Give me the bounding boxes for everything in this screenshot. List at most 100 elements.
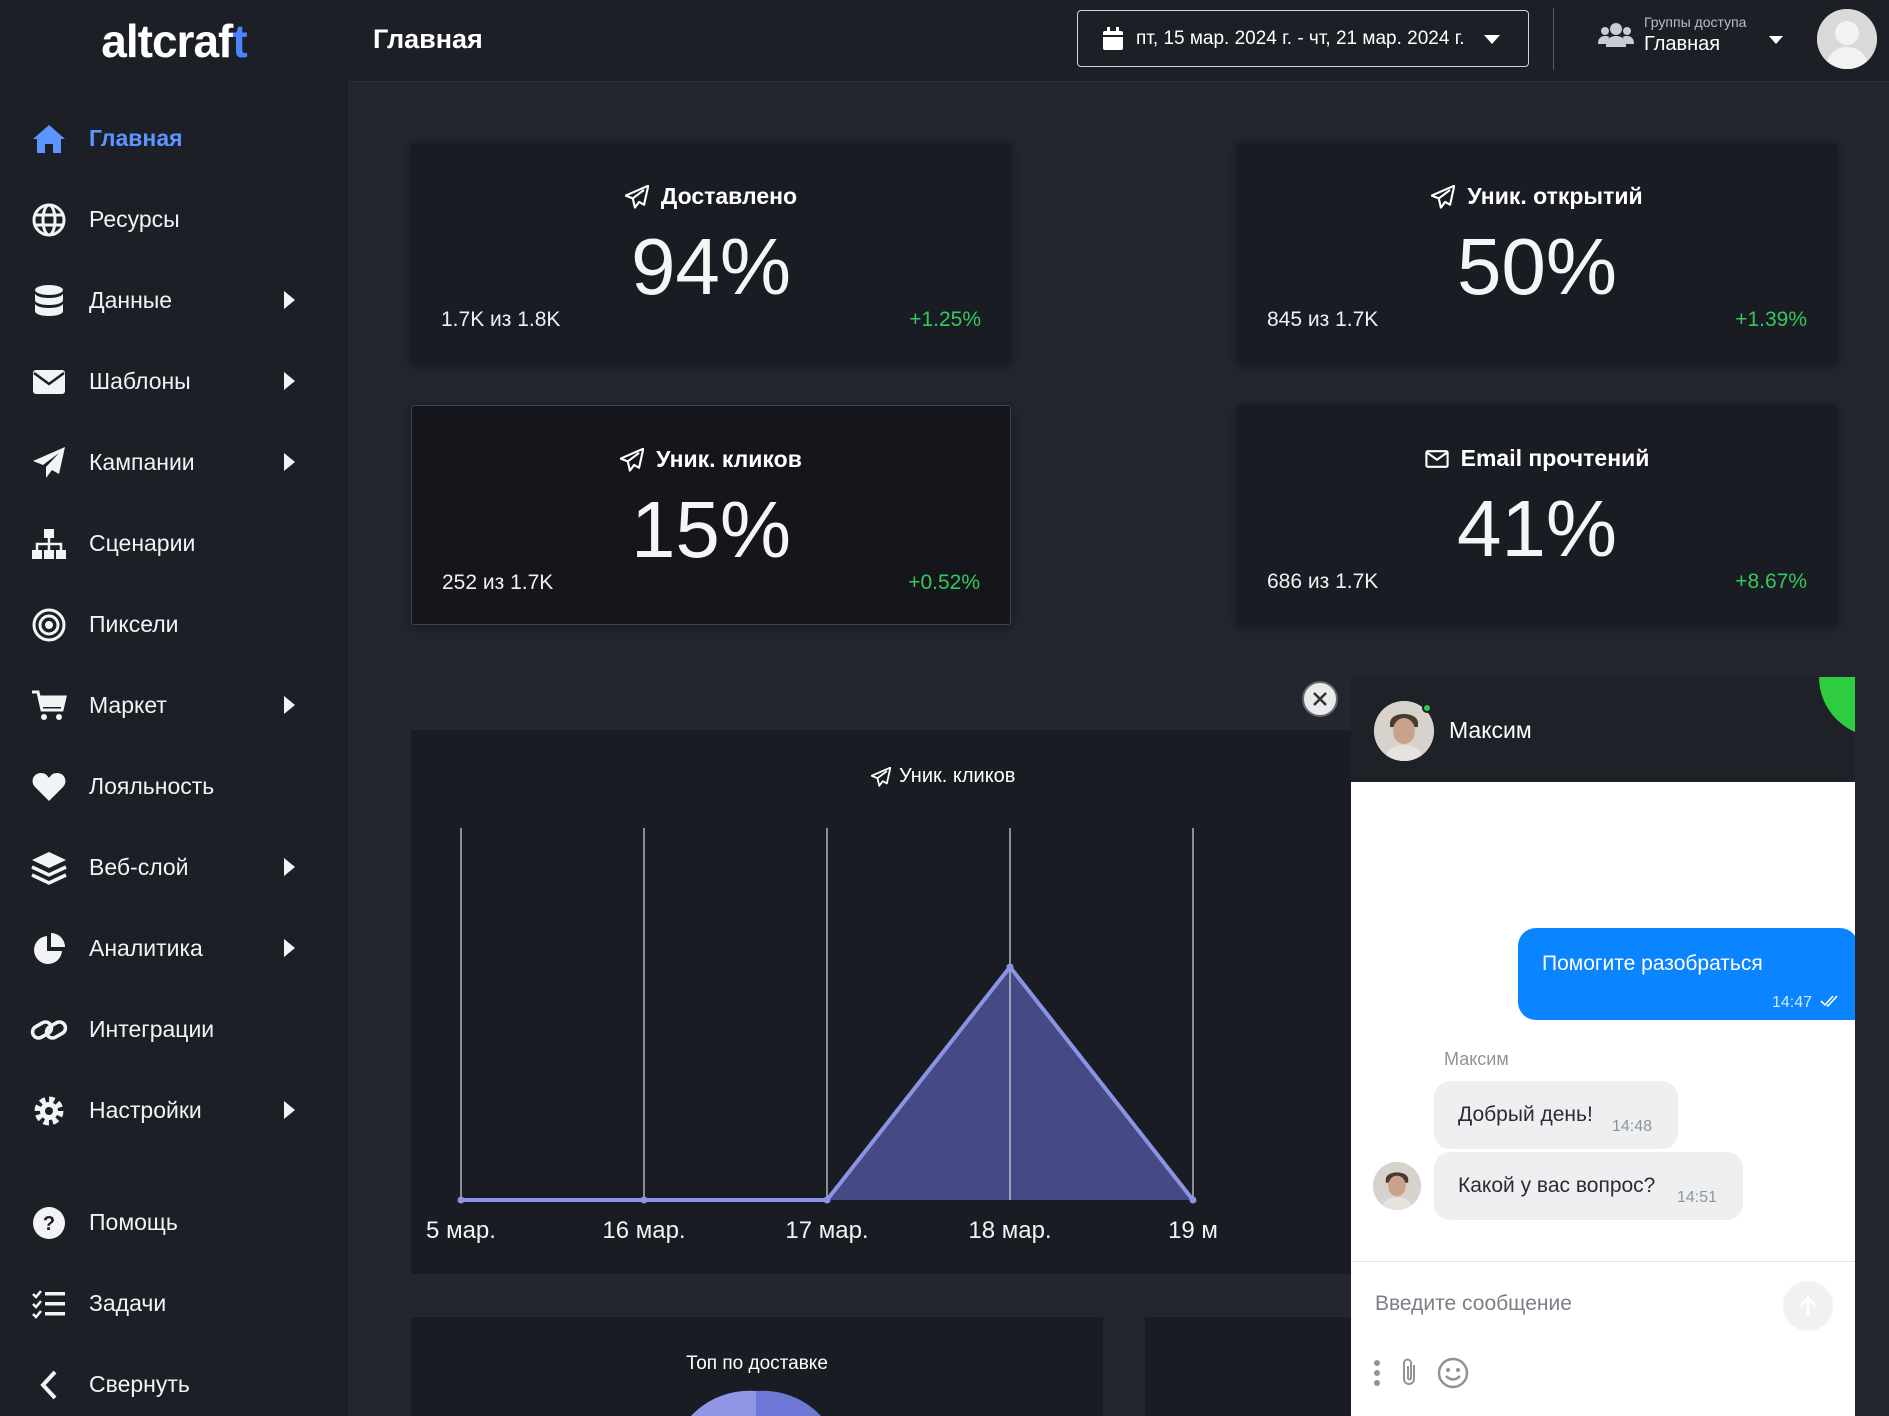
sidebar-item-label: Данные <box>89 287 173 313</box>
data-point <box>823 1196 831 1204</box>
card-subtext: 686 из 1.7K <box>1267 570 1379 593</box>
card-subtext: 252 из 1.7K <box>442 571 554 594</box>
card-delta: +1.39% <box>1735 308 1807 331</box>
sidebar-item-label: Главная <box>89 125 183 151</box>
sidebar-item-tasks[interactable]: Задачи <box>0 1263 348 1344</box>
paper-plane-icon <box>871 766 891 787</box>
chat-close-button[interactable] <box>1302 681 1338 717</box>
sidebar-item-label: Помощь <box>89 1209 178 1235</box>
paper-plane-icon <box>30 444 68 482</box>
chat-toolbar <box>1373 1357 1487 1389</box>
sidebar-item-scenarios[interactable]: Сценарии <box>0 503 348 584</box>
chevron-down-icon[interactable] <box>1769 36 1783 44</box>
date-range-text: пт, 15 мар. 2024 г. - чт, 21 мар. 2024 г… <box>1136 27 1465 49</box>
message-input[interactable]: Введите сообщение <box>1375 1292 1572 1315</box>
sidebar-item-web-layer[interactable]: Веб-слой <box>0 827 348 908</box>
message-time: 14:47 <box>1771 994 1812 1011</box>
stat-card-unique-clicks[interactable]: Уник. кликов 15% 252 из 1.7K +0.52% <box>411 405 1011 625</box>
sender-name: Максим <box>1444 1049 1509 1069</box>
altcraft-logo[interactable]: altcraf t <box>0 0 348 82</box>
message-text: Какой у вас вопрос? <box>1458 1174 1656 1197</box>
sidebar-item-label: Шаблоны <box>89 368 191 394</box>
sidebar-item-market[interactable]: Маркет <box>0 665 348 746</box>
incoming-message: Добрый день! 14:48 <box>1434 1081 1678 1149</box>
card-title: Доставлено <box>411 183 1011 210</box>
globe-icon <box>30 201 68 239</box>
top-bar: Главная пт, 15 мар. 2024 г. - чт, 21 мар… <box>348 0 1889 82</box>
sidebar-item-collapse[interactable]: Свернуть <box>0 1344 348 1416</box>
agent-name: Максим <box>1449 717 1532 743</box>
submenu-arrow-icon <box>284 939 295 957</box>
chat-widget: Максим Помогите разобраться 14:47 Максим… <box>1351 677 1855 1416</box>
submenu-arrow-icon <box>284 858 295 876</box>
data-point <box>457 1196 465 1204</box>
card-subtext: 1.7K из 1.8K <box>441 308 561 331</box>
chat-header: Максим <box>1351 677 1855 782</box>
data-point <box>1189 1196 1197 1204</box>
top-delivery-panel: Топ по доставке <box>411 1317 1103 1416</box>
sitemap-icon <box>30 525 68 563</box>
card-delta: +1.25% <box>909 308 981 331</box>
card-title-text: Доставлено <box>660 183 798 209</box>
sidebar-item-resources[interactable]: Ресурсы <box>0 179 348 260</box>
stat-card-email-reads[interactable]: Email прочтений 41% 686 из 1.7K +8.67% <box>1237 405 1837 625</box>
message-text: Добрый день! <box>1458 1103 1593 1126</box>
divider <box>1351 1261 1855 1262</box>
sidebar-item-pixels[interactable]: Пиксели <box>0 584 348 665</box>
data-point <box>1006 963 1014 971</box>
paper-plane-icon <box>624 184 649 209</box>
more-vertical-icon[interactable] <box>1373 1359 1381 1387</box>
emoji-icon[interactable] <box>1437 1357 1469 1389</box>
chevron-left-icon <box>30 1366 68 1404</box>
data-point <box>640 1196 648 1204</box>
sidebar-item-label: Пиксели <box>89 611 179 637</box>
sidebar-item-label: Кампании <box>89 449 195 475</box>
user-avatar[interactable] <box>1817 9 1877 69</box>
envelope-icon <box>30 363 68 401</box>
double-check-icon <box>1820 995 1838 1007</box>
sidebar-item-settings[interactable]: Настройки <box>0 1070 348 1151</box>
sidebar-item-label: Аналитика <box>89 935 203 961</box>
attachment-icon[interactable] <box>1399 1357 1419 1389</box>
submenu-arrow-icon <box>284 291 295 309</box>
stat-card-unique-opens[interactable]: Уник. открытий 50% 845 из 1.7K +1.39% <box>1237 143 1837 363</box>
sidebar-item-loyalty[interactable]: Лояльность <box>0 746 348 827</box>
sidebar-item-templates[interactable]: Шаблоны <box>0 341 348 422</box>
tasks-icon <box>30 1285 68 1323</box>
home-icon <box>30 120 68 158</box>
page-title: Главная <box>373 24 483 54</box>
sidebar-item-label: Свернуть <box>89 1371 190 1397</box>
sidebar-item-integrations[interactable]: Интеграции <box>0 989 348 1070</box>
calendar-icon <box>1102 26 1124 51</box>
area-chart[interactable]: 5 мар. 16 мар. 17 мар. 18 мар. 19 м <box>411 730 1691 1274</box>
submenu-arrow-icon <box>284 372 295 390</box>
card-subtext: 845 из 1.7K <box>1267 308 1379 331</box>
sidebar-item-home[interactable]: Главная <box>0 98 348 179</box>
access-group-value: Главная <box>1644 33 1721 55</box>
access-group-selector[interactable]: Группы доступа Главная <box>1598 12 1798 68</box>
layers-icon <box>30 849 68 887</box>
divider <box>1553 8 1554 70</box>
chevron-down-icon <box>1484 35 1500 44</box>
card-title-text: Email прочтений <box>1460 445 1650 471</box>
x-tick-label: 18 мар. <box>968 1217 1051 1244</box>
link-icon <box>30 1011 68 1049</box>
message-text: Помогите разобраться <box>1542 952 1763 975</box>
stat-card-delivered[interactable]: Доставлено 94% 1.7K из 1.8K +1.25% <box>411 143 1011 363</box>
chat-status-badge <box>1819 677 1855 737</box>
card-value: 15% <box>630 485 792 574</box>
sidebar-item-analytics[interactable]: Аналитика <box>0 908 348 989</box>
heart-icon <box>30 768 68 806</box>
sidebar-item-help[interactable]: ? Помощь <box>0 1182 348 1263</box>
sidebar-item-campaigns[interactable]: Кампании <box>0 422 348 503</box>
incoming-message: Какой у вас вопрос? 14:51 <box>1434 1152 1743 1220</box>
database-icon <box>30 282 68 320</box>
gear-icon <box>30 1092 68 1130</box>
donut-chart-partial[interactable] <box>676 1389 836 1416</box>
send-button[interactable] <box>1783 1281 1833 1331</box>
card-value: 50% <box>1456 222 1618 311</box>
sidebar-item-data[interactable]: Данные <box>0 260 348 341</box>
pie-chart-icon <box>30 930 68 968</box>
users-icon <box>1598 22 1634 53</box>
date-range-picker[interactable]: пт, 15 мар. 2024 г. - чт, 21 мар. 2024 г… <box>1077 10 1529 67</box>
